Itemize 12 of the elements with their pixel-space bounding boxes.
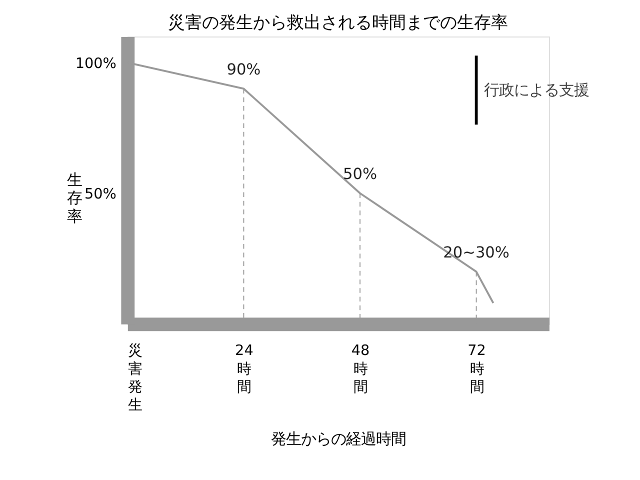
- data-label: 90%: [226, 60, 261, 78]
- x-tick-label: 72時間: [468, 343, 486, 396]
- x-axis-title: 発生からの経過時間: [271, 430, 406, 448]
- y-tick-label: 100%: [75, 56, 116, 72]
- chart-title: 災害の発生から救出される時間までの生存率: [168, 13, 508, 34]
- ref-line-label: 行政による支援: [484, 80, 589, 99]
- x-tick-label: 災害発生: [128, 343, 142, 414]
- y-axis-title: 生存率: [67, 170, 82, 226]
- x-tick-label: 24時間: [235, 343, 254, 396]
- x-tick-label: 48時間: [351, 343, 370, 396]
- data-label: 50%: [342, 164, 378, 183]
- data-label: 20~30%: [443, 243, 510, 262]
